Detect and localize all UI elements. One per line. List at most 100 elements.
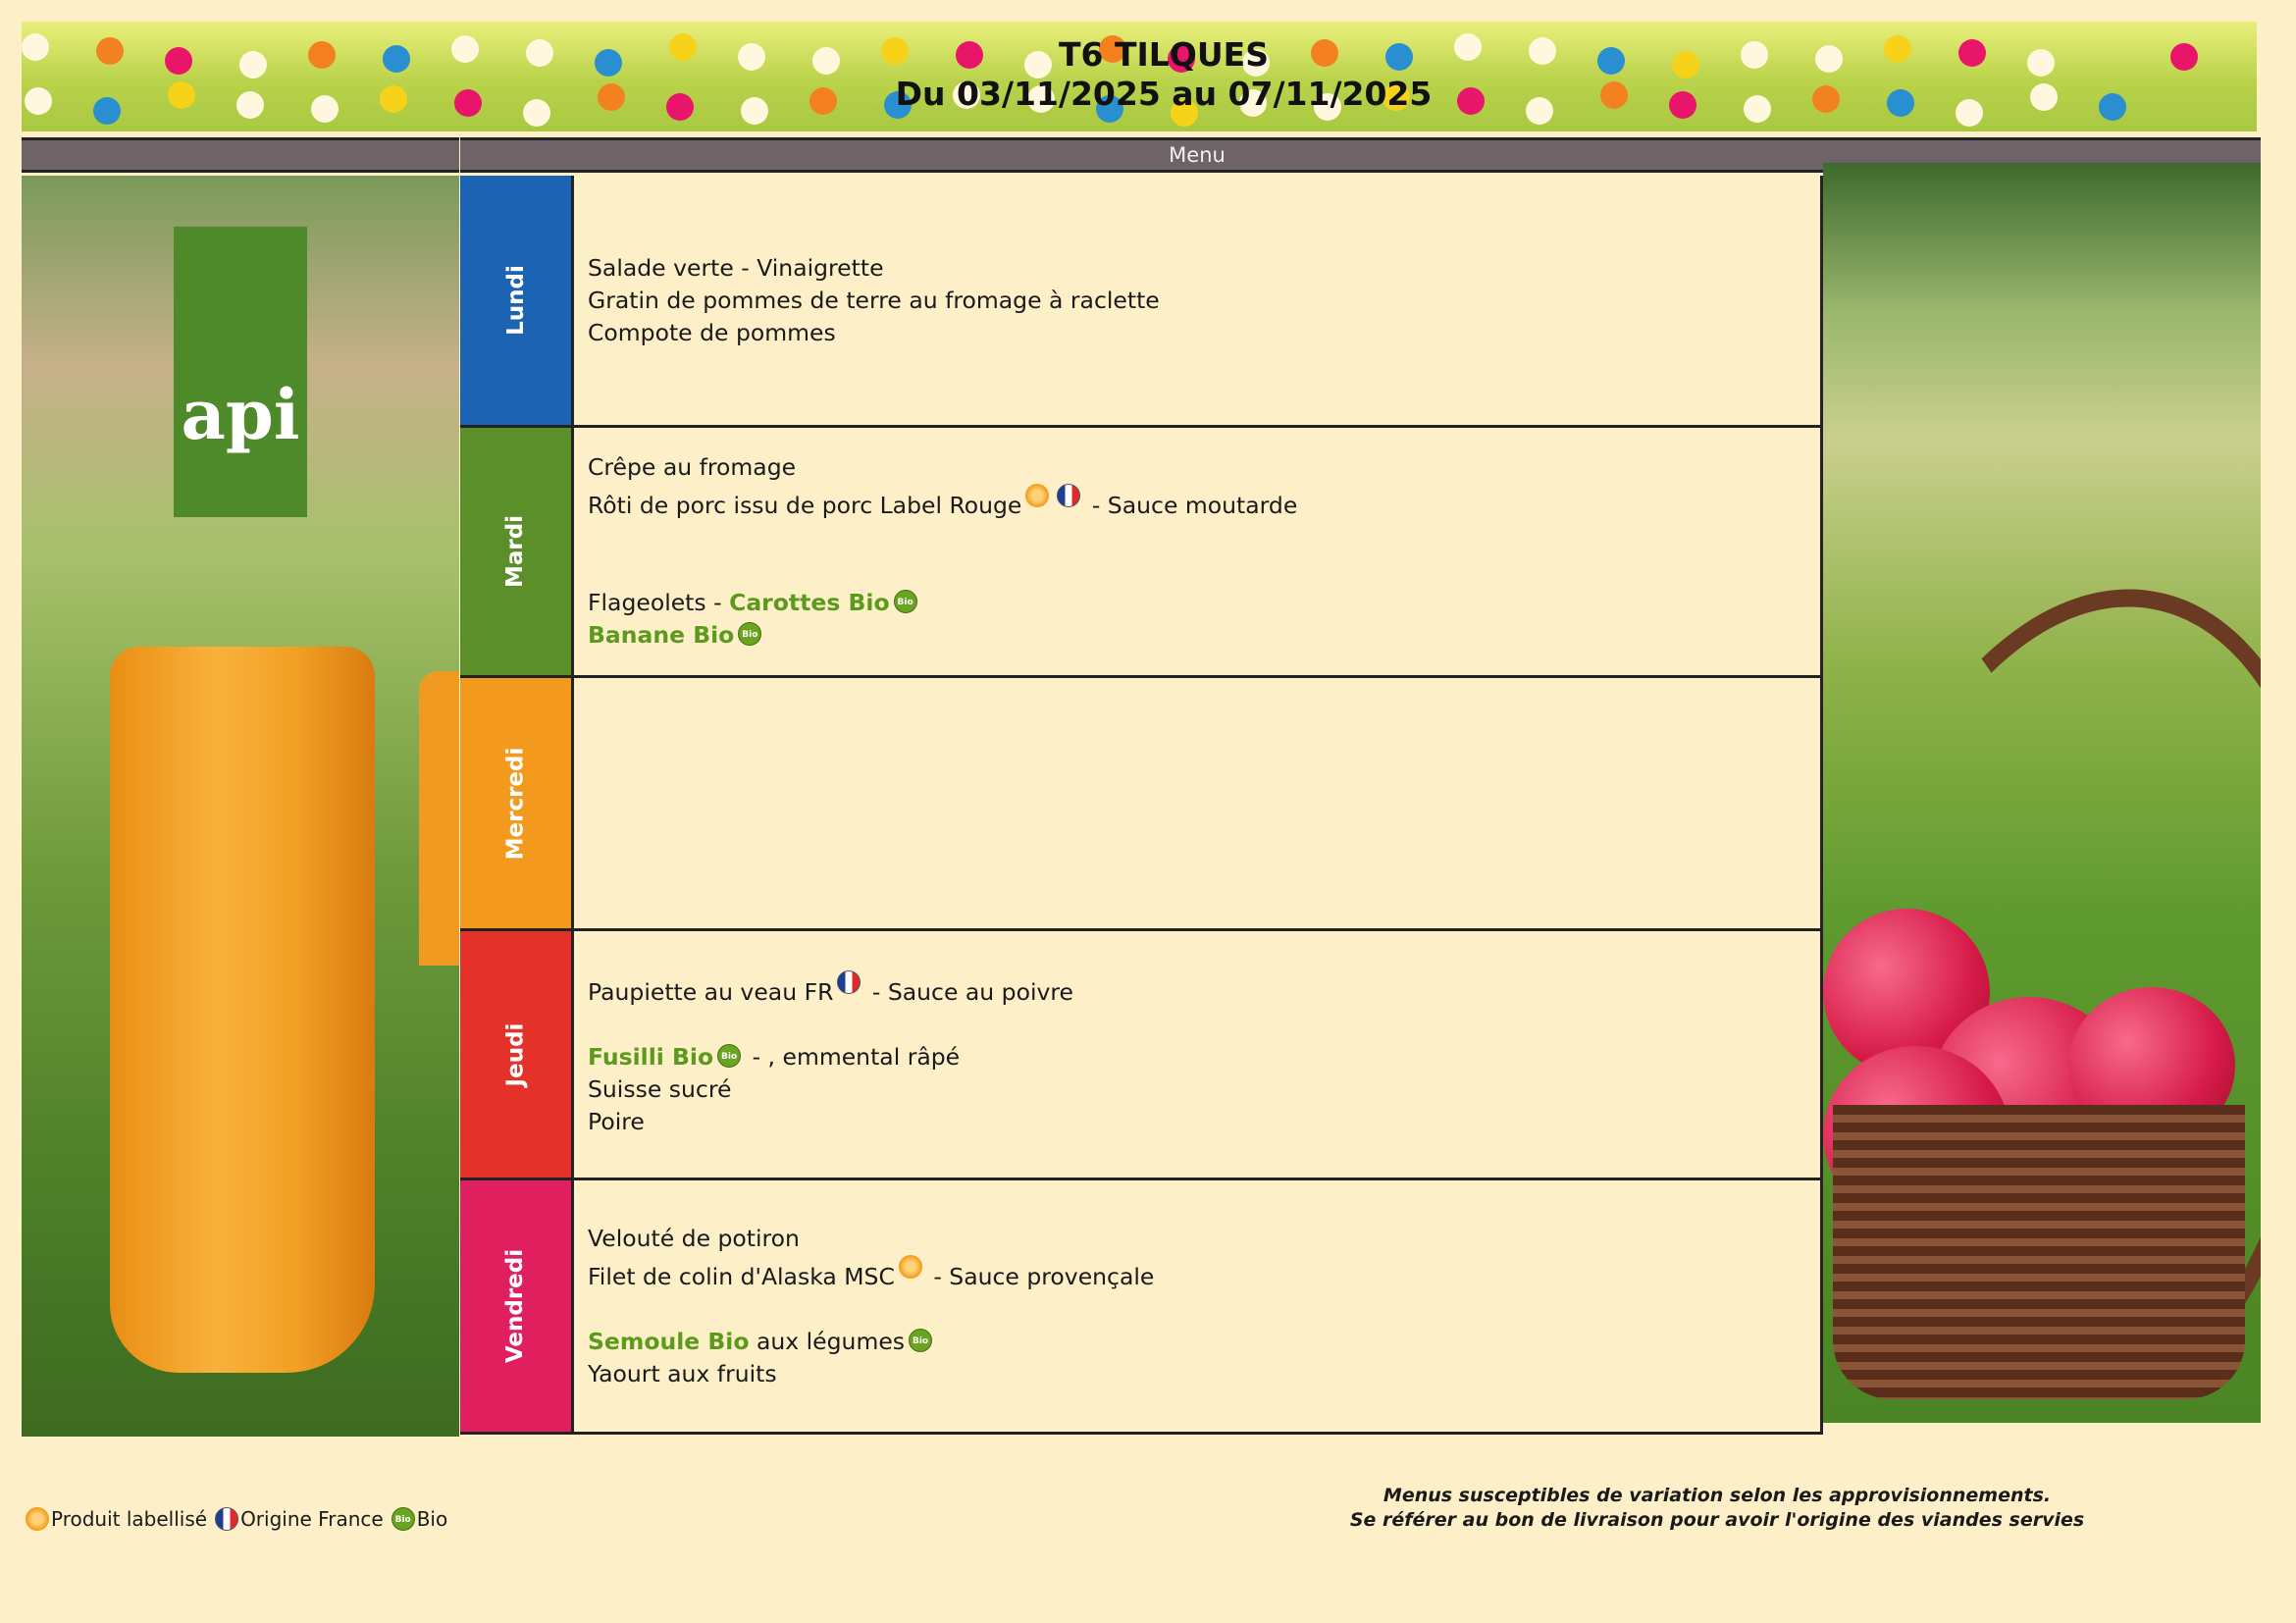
polka-dot xyxy=(168,81,195,109)
bio-icon: Bio xyxy=(391,1507,415,1531)
menu-column-header: Menu xyxy=(571,137,1823,173)
dish-text: Crêpe au fromage xyxy=(588,453,797,481)
day-label: Mardi xyxy=(502,514,529,589)
polka-dot xyxy=(1529,37,1556,65)
dish-text: - , emmental râpé xyxy=(745,1043,961,1071)
polka-dot xyxy=(1815,45,1843,73)
dish-text: Rôti de porc issu de porc Label Rouge xyxy=(588,492,1022,519)
header-banner: T6 TILQUES Du 03/11/2025 au 07/11/2025 xyxy=(22,22,2257,131)
boots-photo: api xyxy=(22,176,459,1437)
basket xyxy=(1833,1105,2245,1399)
polka-dot xyxy=(884,91,912,119)
menu-cell-mardi: Crêpe au fromage Rôti de porc issu de por… xyxy=(571,428,1823,678)
dish-text: aux légumes xyxy=(749,1327,906,1355)
dish-text: Suisse sucré xyxy=(588,1075,732,1103)
polka-dot xyxy=(1457,87,1485,115)
dish-text: Velouté de potiron xyxy=(588,1224,800,1252)
polka-dot xyxy=(1242,49,1270,77)
polka-dot xyxy=(523,99,550,127)
polka-dot xyxy=(1741,41,1768,69)
dish-text: Gratin de pommes de terre au fromage à r… xyxy=(588,286,1160,314)
polka-dot xyxy=(239,51,267,79)
blank-line xyxy=(588,1293,1820,1326)
label-icon xyxy=(26,1507,49,1531)
header-bar-day xyxy=(460,137,571,173)
polka-dot xyxy=(741,97,768,125)
polka-dot xyxy=(96,37,124,65)
origine-france-icon xyxy=(215,1507,239,1531)
polka-dot xyxy=(881,37,909,65)
label-icon xyxy=(898,1254,922,1279)
bio-dish: Carottes Bio xyxy=(729,589,890,616)
polka-dot xyxy=(236,91,264,119)
menu-cell-vendredi: Velouté de potiron Filet de colin d'Alask… xyxy=(571,1180,1823,1435)
polka-dot xyxy=(1385,43,1413,71)
blank-line xyxy=(588,554,1820,587)
dish-text: - Sauce moutarde xyxy=(1084,492,1298,519)
bio-icon: Bio xyxy=(738,622,762,646)
polka-dot xyxy=(1672,51,1699,79)
menu-cell-jeudi: Paupiette au veau FR - Sauce au poivre Fu… xyxy=(571,931,1823,1180)
header-bar-left xyxy=(22,137,459,173)
menu-item: Compote de pommes xyxy=(588,317,1820,349)
dish-text: Compote de pommes xyxy=(588,318,836,346)
polka-dot xyxy=(383,45,410,73)
legend-label: Produit labellisé xyxy=(51,1507,208,1531)
polka-dot xyxy=(308,41,336,69)
api-logo: api xyxy=(174,227,307,517)
dish-text: Yaourt aux fruits xyxy=(588,1359,777,1387)
polka-dot xyxy=(598,83,625,111)
polka-dot xyxy=(451,35,479,63)
apple-basket-photo xyxy=(1823,163,2261,1423)
bio-icon: Bio xyxy=(717,1044,742,1068)
dish-text: - Sauce au poivre xyxy=(864,978,1074,1006)
polka-dot xyxy=(738,43,765,71)
bio-dish: Semoule Bio xyxy=(588,1327,750,1355)
legend-bio: Bio xyxy=(416,1507,448,1531)
polka-dot xyxy=(1239,89,1267,117)
polka-dot xyxy=(1027,85,1055,113)
day-lundi: Lundi xyxy=(460,176,571,428)
polka-dot xyxy=(1744,95,1771,123)
menu-item: Yaourt aux fruits xyxy=(588,1358,1820,1390)
polka-dot xyxy=(1171,99,1198,127)
polka-dot xyxy=(1383,83,1410,111)
menu-cell-mercredi xyxy=(571,678,1823,931)
polka-dot xyxy=(666,93,694,121)
dish-text: Paupiette au veau FR xyxy=(588,978,834,1006)
polka-dot xyxy=(25,87,52,115)
legend-france: Origine France xyxy=(240,1507,384,1531)
polka-dot xyxy=(1526,97,1553,125)
dish-text: - Sauce provençale xyxy=(925,1262,1155,1290)
polka-dot xyxy=(1884,35,1911,63)
origine-france-icon xyxy=(837,970,861,994)
boot-image xyxy=(419,671,459,966)
polka-dot xyxy=(380,85,407,113)
menu-item: Poire xyxy=(588,1106,1820,1138)
bio-icon: Bio xyxy=(893,590,917,613)
polka-dot xyxy=(526,39,553,67)
disclaimer: Menus susceptibles de variation selon le… xyxy=(1276,1484,2159,1533)
polka-dot xyxy=(1314,93,1341,121)
polka-dot xyxy=(1454,33,1482,61)
menu-item: Filet de colin d'Alaska MSC - Sauce prov… xyxy=(588,1254,1820,1293)
polka-dot xyxy=(1887,89,1914,117)
blank-line xyxy=(588,1009,1820,1041)
polka-dot xyxy=(2170,43,2198,71)
day-mercredi: Mercredi xyxy=(460,678,571,931)
dish-text: Flageolets - xyxy=(588,589,730,616)
menu-item: Velouté de potiron xyxy=(588,1223,1820,1255)
polka-dot xyxy=(165,47,192,75)
polka-dot xyxy=(2030,83,2058,111)
polka-dot xyxy=(1669,91,1696,119)
bio-icon: Bio xyxy=(909,1328,933,1352)
menu-period: Du 03/11/2025 au 07/11/2025 xyxy=(895,75,1433,113)
day-label: Lundi xyxy=(502,265,529,336)
day-vendredi: Vendredi xyxy=(460,1180,571,1435)
polka-dot xyxy=(1024,51,1052,79)
polka-dot xyxy=(956,41,983,69)
polka-dot xyxy=(454,89,482,117)
disclaimer-line: Menus susceptibles de variation selon le… xyxy=(1383,1485,2052,1506)
page-title: T6 TILQUES Du 03/11/2025 au 07/11/2025 xyxy=(22,35,2257,114)
menu-item: Paupiette au veau FR - Sauce au poivre xyxy=(588,970,1820,1009)
